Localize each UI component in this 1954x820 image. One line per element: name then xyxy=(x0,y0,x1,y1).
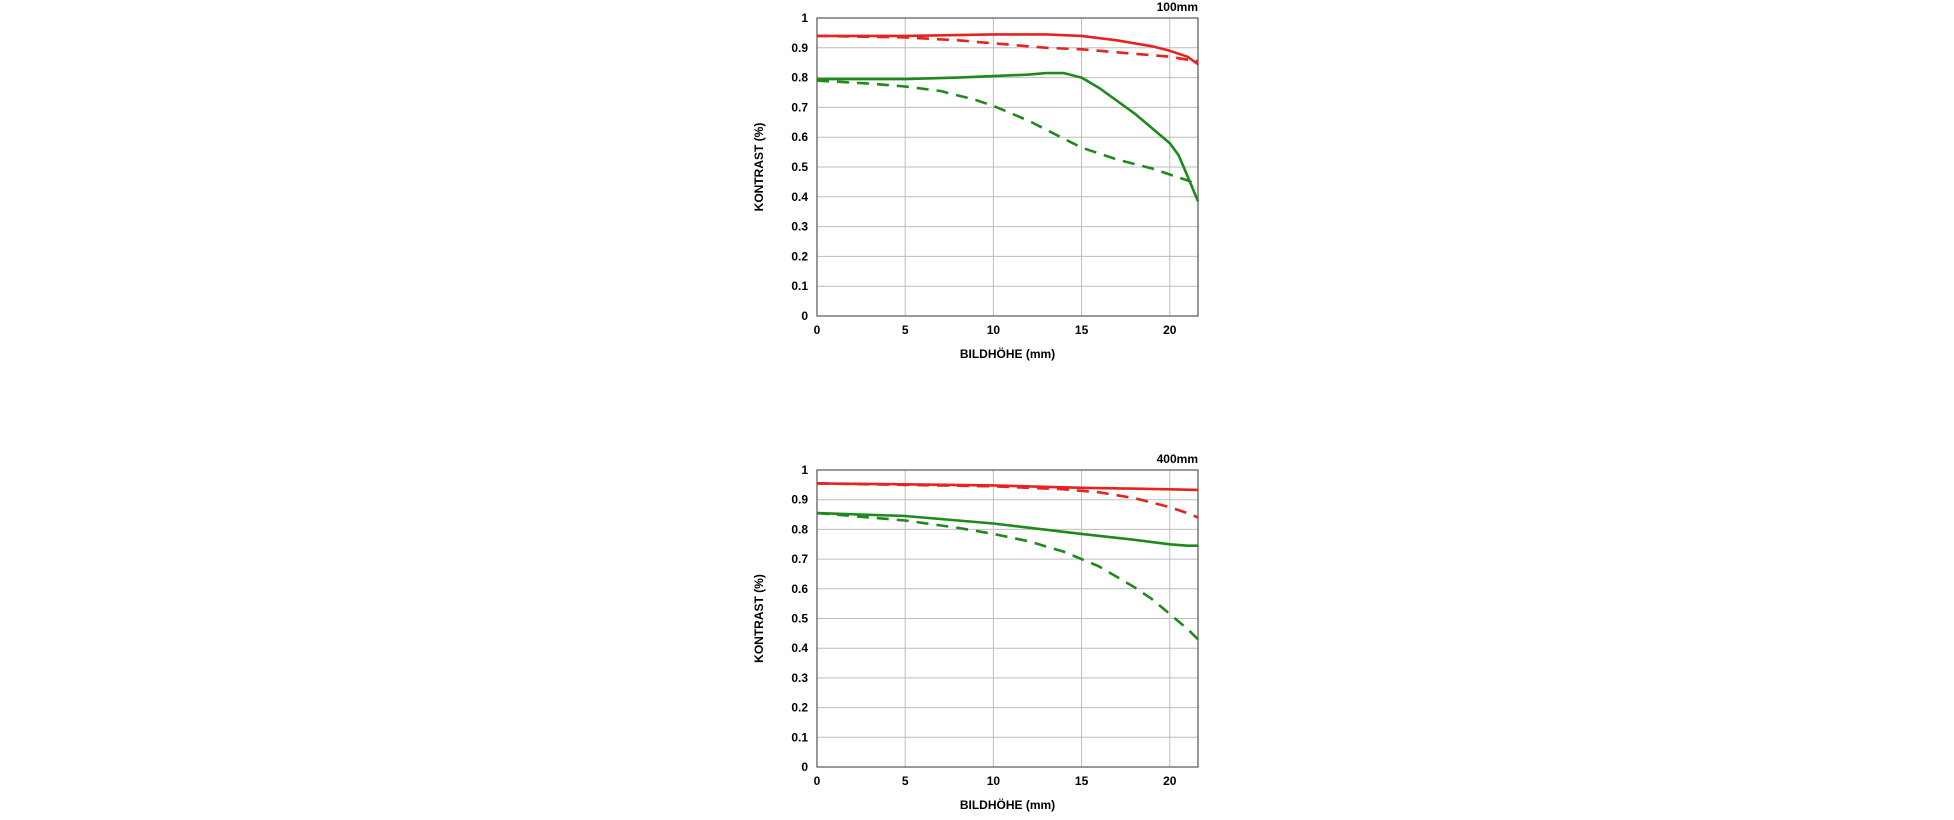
y-tick-label: 0.6 xyxy=(791,130,808,144)
y-tick-label: 0.2 xyxy=(791,249,808,263)
mtf-chart-400mm: 0 0.1 0.2 0.3 0.4 0.5 0.6 0.7 0.8 0.9 1 0 5 10 15 20 400… xyxy=(0,450,1954,820)
x-axis-title: BILDHÖHE (mm) xyxy=(960,346,1055,361)
y-tick-label: 1 xyxy=(801,11,808,25)
y-axis-title: KONTRAST (%) xyxy=(752,123,766,212)
x-tick-label: 0 xyxy=(814,323,821,337)
series-line-2 xyxy=(816,482,1199,519)
y-tick-label: 0.6 xyxy=(791,582,808,596)
x-tick-label: 10 xyxy=(987,323,1001,337)
chart-title: 400mm xyxy=(1157,452,1198,466)
y-tick-label: 0.4 xyxy=(791,641,808,655)
y-tick-label: 0.7 xyxy=(791,552,808,566)
series-line-1 xyxy=(816,482,1199,492)
mtf-chart-100mm-svg: 00.10.20.30.40.50.60.70.80.910 5 10 15 20100… xyxy=(752,0,1200,361)
y-tick-label: 0.4 xyxy=(791,190,808,204)
plot-frame xyxy=(816,17,1199,317)
chart-title: 100mm xyxy=(1157,0,1198,14)
y-tick-label: 0.3 xyxy=(791,671,808,685)
y-tick-label: 0.3 xyxy=(791,220,808,234)
x-axis-title: BILDHÖHE (mm) xyxy=(960,797,1055,812)
x-tick-label: 20 xyxy=(1163,323,1177,337)
series-line-3 xyxy=(816,511,1198,547)
series-line-2 xyxy=(816,34,1199,63)
y-tick-label: 0.7 xyxy=(791,100,808,114)
y-tick-label: 1 xyxy=(801,463,808,477)
series-line-4 xyxy=(816,79,1199,187)
x-tick-label: 0 xyxy=(814,774,821,788)
y-tick-label: 0.9 xyxy=(791,493,808,507)
y-tick-label: 0.2 xyxy=(791,701,808,715)
x-tick-label: 15 xyxy=(1075,323,1089,337)
y-tick-label: 0 xyxy=(801,309,808,323)
y-axis-title: KONTRAST (%) xyxy=(752,574,766,663)
y-tick-label: 0.8 xyxy=(791,522,808,536)
y-tick-label: 0.1 xyxy=(791,730,808,744)
plot-frame xyxy=(816,469,1199,768)
y-tick-label: 0.1 xyxy=(791,279,808,293)
y-tick-label: 0.8 xyxy=(791,71,808,85)
y-tick-label: 0.5 xyxy=(791,160,808,174)
series-line-4 xyxy=(816,511,1199,641)
mtf-chart-400mm-svg: 00.10.20.30.40.50.60.70.80.910 5 10 15 20400… xyxy=(752,452,1199,812)
x-tick-label: 5 xyxy=(902,774,909,788)
mtf-chart-100mm: 0 0.1 0.2 0.3 0.4 0.5 0.6 0.7 0.8 0.9 1 0 5 10 15 20 100… xyxy=(752,0,1200,361)
x-tick-label: 10 xyxy=(987,774,1001,788)
y-tick-label: 0.9 xyxy=(791,41,808,55)
x-tick-label: 20 xyxy=(1163,774,1177,788)
x-tick-label: 5 xyxy=(902,323,909,337)
x-tick-label: 15 xyxy=(1075,774,1089,788)
series-line-3 xyxy=(817,71,1200,202)
y-tick-label: 0 xyxy=(801,760,808,774)
series-line-1 xyxy=(817,33,1199,66)
y-tick-label: 0.5 xyxy=(791,612,808,626)
